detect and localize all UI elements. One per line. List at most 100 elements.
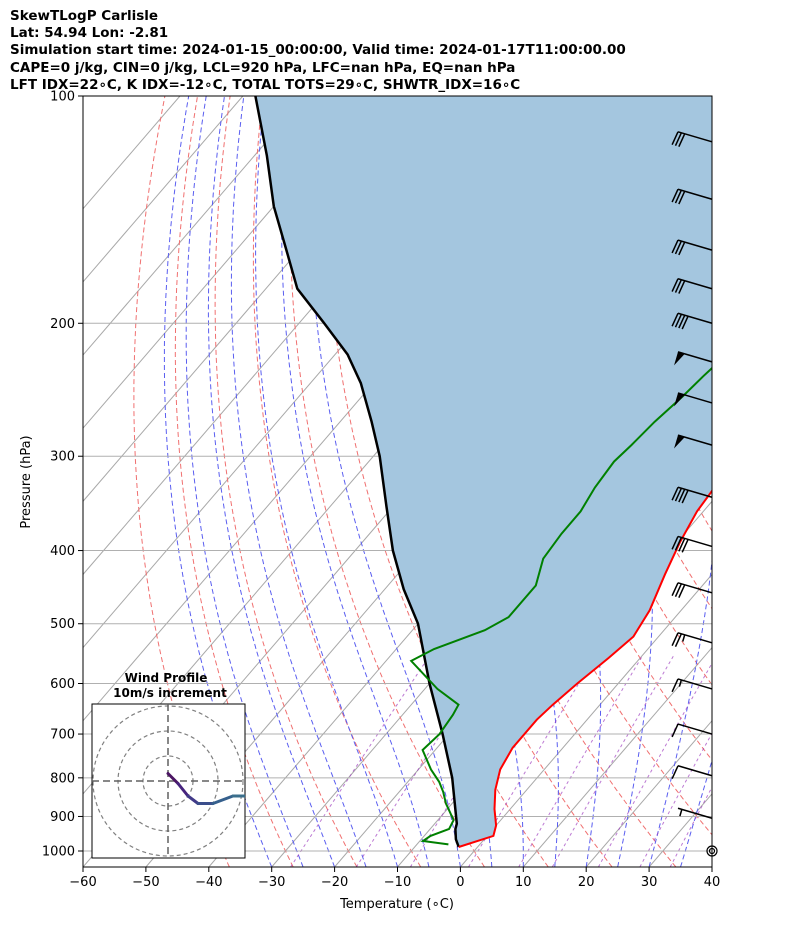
wind-barb <box>671 239 713 256</box>
hodograph-segment <box>186 794 200 805</box>
parcel-profile-line <box>254 96 460 848</box>
stability-indices: CAPE=0 j/kg, CIN=0 j/kg, LCL=920 hPa, LF… <box>10 59 516 76</box>
barb-feather <box>671 239 679 254</box>
barb-feather <box>671 582 679 596</box>
barb-shaft <box>677 723 713 735</box>
isotherm-line <box>83 96 307 356</box>
y-tick-label: 500 <box>50 617 75 632</box>
y-tick-label: 300 <box>50 450 75 465</box>
hodograph-segment <box>176 782 190 798</box>
wind-barb <box>671 678 713 693</box>
dry-adiabat-line <box>325 96 549 867</box>
x-tick-label: −50 <box>132 875 159 890</box>
x-tick-label: 0 <box>456 875 464 890</box>
cape-shading-group <box>255 96 712 847</box>
barb-shaft <box>677 312 713 324</box>
wind-barb <box>677 807 713 819</box>
x-tick-label: −30 <box>258 875 285 890</box>
barb-shaft <box>677 131 713 143</box>
station-location: Lat: 54.94 Lon: -2.81 <box>10 25 169 42</box>
moist-adiabat-line <box>711 865 712 867</box>
barb-feather <box>678 280 686 294</box>
barb-feather <box>671 632 679 647</box>
barb-feather <box>674 487 683 502</box>
barb-feather <box>678 241 686 256</box>
inset-subtitle: 10m/s increment <box>113 686 227 700</box>
y-tick-label: 100 <box>50 90 75 105</box>
barb-shaft <box>677 351 713 363</box>
mixing-ratio-line <box>597 662 712 867</box>
x-tick-label: −20 <box>321 875 348 890</box>
barb-feather <box>681 539 689 553</box>
barb-shaft <box>677 678 713 690</box>
x-axis-label: Temperature (∘C) <box>339 897 454 912</box>
x-tick-label: 40 <box>704 875 721 890</box>
x-tick-label: −10 <box>384 875 411 890</box>
y-tick-label: 600 <box>50 677 75 692</box>
barb-feather <box>671 536 679 550</box>
profile-lines-group <box>254 96 712 848</box>
barb-shaft <box>677 582 713 594</box>
chart-header: SkewTLogP Carlisle Lat: 54.94 Lon: -2.81… <box>10 8 780 94</box>
wind-barb <box>671 582 713 598</box>
mixing-ratio-line <box>669 786 712 867</box>
dry-adiabat-line <box>252 96 422 867</box>
cin-shading <box>255 96 712 847</box>
wind-barb <box>671 723 713 738</box>
barb-pennant <box>674 435 685 449</box>
x-tick-label: 20 <box>578 875 595 890</box>
wind-barb <box>671 278 713 294</box>
barb-feather <box>671 188 679 203</box>
wind-barb <box>671 312 713 330</box>
wind-barb <box>671 632 713 647</box>
moist-adiabat-line <box>163 96 273 867</box>
x-tick-label: −40 <box>195 875 222 890</box>
barb-pennant <box>674 351 685 366</box>
barb-half-feather <box>678 679 683 687</box>
thermo-indices: LFT IDX=22∘C, K IDX=-12∘C, TOTAL TOTS=29… <box>10 76 521 93</box>
barb-feather <box>671 678 679 693</box>
mixing-ratio-line <box>639 732 712 867</box>
dry-adiabat-line <box>784 96 794 867</box>
wind-barb <box>671 131 713 147</box>
barb-feather <box>678 190 686 205</box>
x-tick-label: −60 <box>69 875 96 890</box>
barb-feather <box>678 584 686 598</box>
hodograph-segment <box>166 772 180 785</box>
wind-barb <box>671 535 713 553</box>
wind-barb <box>674 392 713 407</box>
barb-shaft <box>677 278 713 290</box>
hodograph-inset: Wind Profile 10m/s increment <box>91 671 246 859</box>
barb-feather <box>678 314 686 329</box>
barb-shaft <box>677 807 713 819</box>
barb-feather <box>681 489 689 504</box>
barb-feather <box>678 133 686 147</box>
isotherm-line <box>83 96 244 283</box>
barb-feather <box>674 537 683 551</box>
barb-feather <box>678 488 686 503</box>
barb-shaft <box>677 188 713 200</box>
dry-adiabat-line <box>214 96 358 867</box>
barb-feather <box>674 279 683 293</box>
isotherm-line <box>522 646 712 867</box>
barb-feather <box>671 131 679 146</box>
isotherm-line <box>775 96 794 867</box>
axes-group: −60 −50 −40 −30 −20 −10 0 10 20 30 40 100 200 300 400 5… <box>42 90 720 891</box>
x-tick-label: 10 <box>515 875 532 890</box>
barb-feather <box>671 312 679 327</box>
y-tick-label: 200 <box>50 317 75 332</box>
barb-half-feather <box>679 809 683 817</box>
dry-adiabat-line <box>719 96 794 867</box>
y-tick-label: 900 <box>50 810 75 825</box>
barb-feather <box>671 723 679 738</box>
barb-shaft <box>677 239 713 251</box>
simulation-times: Simulation start time: 2024-01-15_00:00:… <box>10 42 626 59</box>
barb-shaft <box>677 765 713 777</box>
barb-feather <box>674 189 683 204</box>
isotherm-line <box>460 573 712 867</box>
dewpoint-profile-line <box>409 366 712 846</box>
station-title: SkewTLogP Carlisle <box>10 8 159 24</box>
moist-adiabat-line <box>230 96 367 867</box>
temperature-profile-line <box>458 489 712 848</box>
wind-barb <box>671 765 713 779</box>
